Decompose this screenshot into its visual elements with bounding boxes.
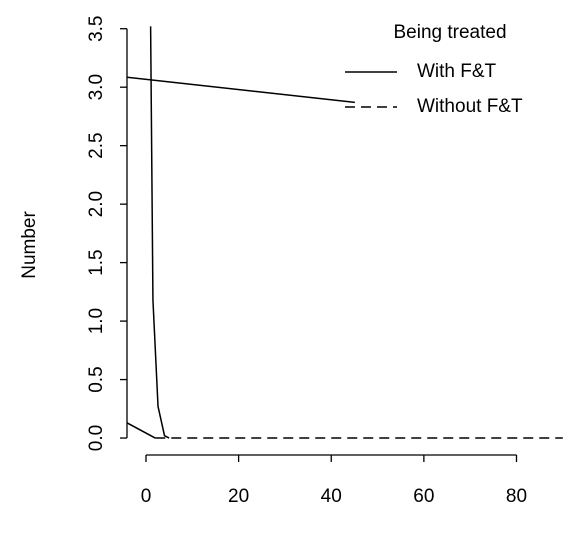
x-tick-label: 0 [141, 486, 152, 507]
x-tick-label: 40 [321, 486, 342, 507]
x-tick-label: 80 [506, 486, 527, 507]
series-line [126, 26, 355, 439]
y-tick-label: 0.0 [86, 425, 107, 451]
y-tick-label: 1.0 [86, 308, 107, 334]
x-tick-label: 60 [413, 486, 434, 507]
y-tick-label: 1.5 [86, 249, 107, 275]
legend-label: Without F&T [417, 96, 523, 117]
y-tick-label: 0.5 [86, 366, 107, 392]
y-axis-label: Number [19, 211, 40, 279]
legend-title: Being treated [393, 22, 506, 43]
x-tick-label: 20 [228, 486, 249, 507]
y-tick-label: 3.0 [86, 74, 107, 100]
legend-label: With F&T [417, 61, 497, 82]
y-tick-label: 3.5 [86, 16, 107, 42]
y-tick-label: 2.5 [86, 132, 107, 158]
y-tick-label: 2.0 [86, 191, 107, 217]
